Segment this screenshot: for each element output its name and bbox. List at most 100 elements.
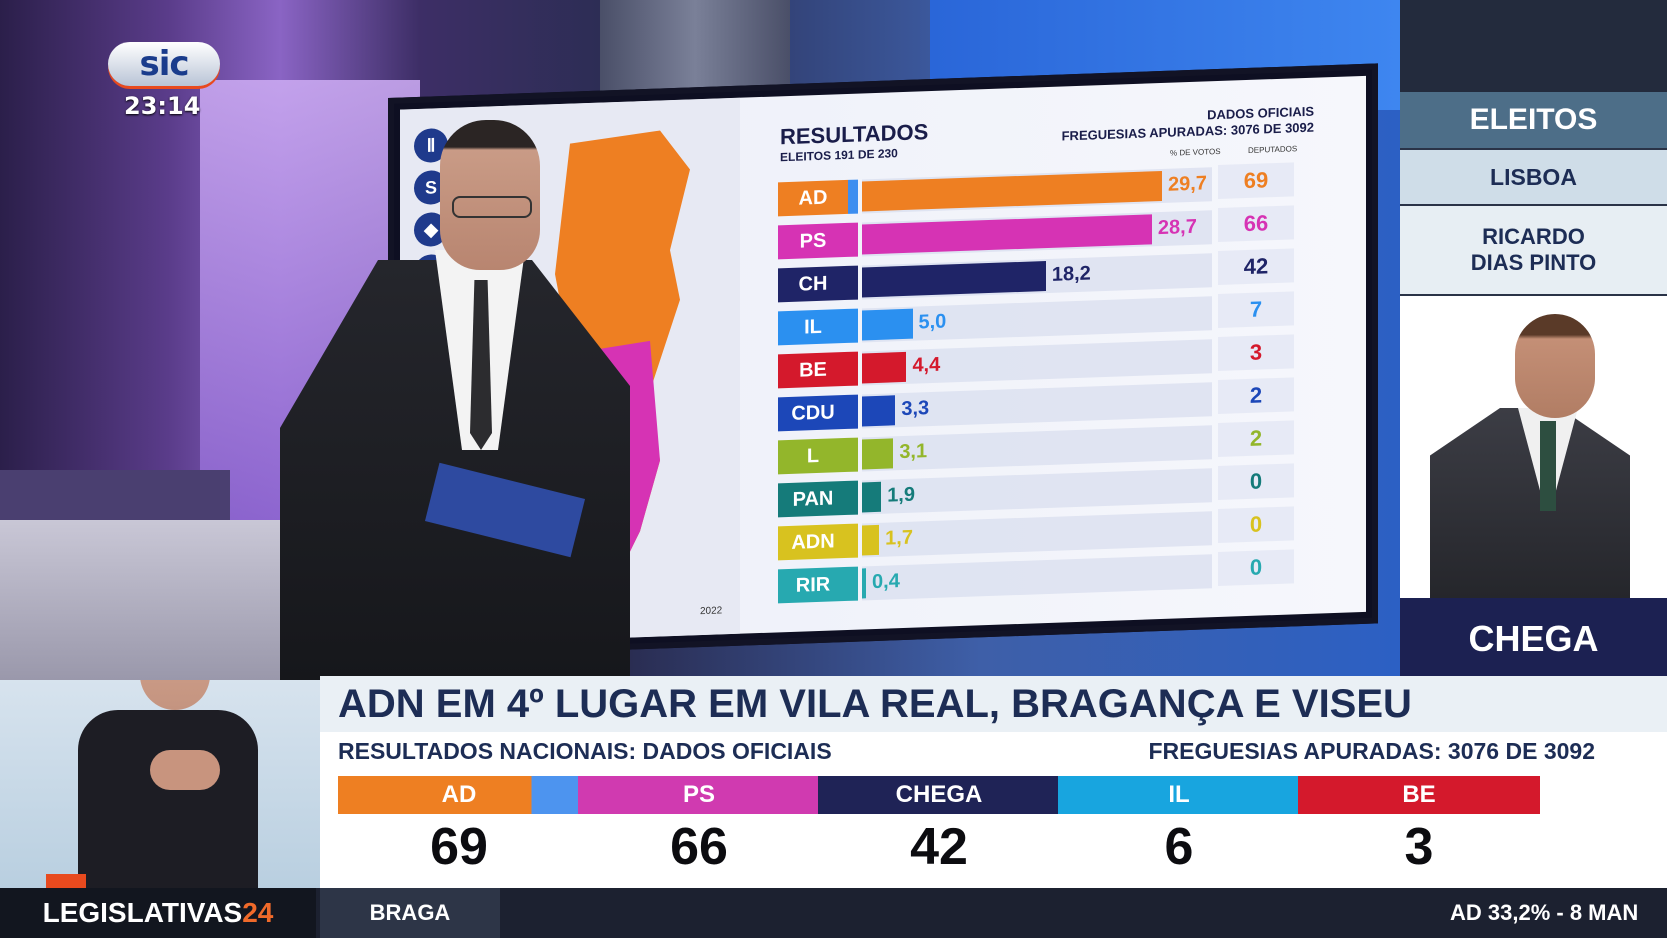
seat-tile-ps: PS 66 [578,776,820,880]
official-data-subtitle: FREGUESIAS APURADAS: 3076 DE 3092 [1061,119,1314,144]
elected-photo-head [1515,314,1595,418]
party-label: CH [778,265,848,303]
presenter-head [440,120,540,270]
news-ticker: LEGISLATIVAS 24 BRAGA AD 33,2% - 8 MAN [0,888,1667,938]
elected-district: LISBOA [1400,150,1667,204]
seat-tile-count: 6 [1164,818,1194,876]
seat-count: 2 [1218,377,1294,415]
national-results-label: RESULTADOS NACIONAIS: DADOS OFICIAIS [338,738,832,764]
party-accent-stripe [848,437,858,472]
elected-name-line2: DIAS PINTO [1470,250,1597,275]
elected-name-line1: RICARDO [1482,224,1585,249]
party-label: AD [778,179,848,217]
elected-name: RICARDO DIAS PINTO [1400,206,1667,294]
seat-count: 69 [1218,162,1294,200]
ticker-brand: LEGISLATIVAS 24 [0,888,316,938]
seat-count: 3 [1218,334,1294,372]
vote-bar-track: 3,1 [862,425,1212,472]
vote-bar-track: 0,4 [862,554,1212,601]
seat-tile-party: CHEGA [818,776,1060,814]
seat-tile-party: AD [338,776,580,814]
results-title: RESULTADOS [780,119,929,150]
vote-percentage: 1,9 [887,483,915,507]
presenter [280,120,630,680]
presenter-tie [470,280,492,450]
seat-tile-count: 42 [910,818,968,876]
vote-bar [862,395,896,427]
ticker-text: AD 33,2% - 8 MAN [1450,900,1639,925]
party-accent-stripe [848,222,858,257]
vote-bar-track: 5,0 [862,296,1212,343]
elected-party: CHEGA [1400,598,1667,680]
seat-tile-il: IL 6 [1058,776,1300,880]
broadcast-clock: 23:14 [124,92,201,120]
vote-bar-track: 1,9 [862,468,1212,515]
vote-percentage: 0,4 [872,570,900,594]
vote-percentage: 5,0 [918,310,947,334]
channel-logo: sic [108,42,220,86]
vote-bar [862,438,894,470]
vote-bar [862,214,1152,255]
party-accent-stripe [848,394,858,429]
vote-percentage: 18,2 [1051,262,1091,286]
seat-tile-count: 3 [1404,818,1434,876]
sign-language-interpreter [0,680,320,888]
party-label: L [778,437,848,475]
ticker-brand-number: 24 [242,897,274,928]
party-accent-stripe [848,308,858,343]
seat-tile-be: BE 3 [1298,776,1540,880]
parishes-counted-label: FREGUESIAS APURADAS: 3076 DE 3092 [1148,738,1595,764]
interpreter-tag [46,874,86,888]
seat-tile-party: BE [1298,776,1540,814]
seat-tile-chega: CHEGA 42 [818,776,1060,880]
seat-tile-count: 66 [670,818,728,876]
votes-column-header: % DE VOTOS [1170,146,1221,158]
party-accent-stripe [848,566,858,601]
vote-percentage: 1,7 [885,526,913,550]
vote-bar [862,170,1162,212]
vote-bar-track: 28,7 [862,210,1212,257]
seat-count: 66 [1218,205,1294,243]
seat-count: 0 [1218,549,1294,587]
interpreter-head [140,680,210,710]
seat-count: 42 [1218,248,1294,286]
seat-count: 7 [1218,291,1294,329]
interpreter-body [78,710,258,888]
party-label: BE [778,351,848,389]
vote-bar-track: 4,4 [862,339,1212,386]
seat-tile-party: IL [1058,776,1300,814]
vote-bar [862,481,882,513]
seat-count: 0 [1218,506,1294,544]
vote-percentage: 28,7 [1157,215,1197,240]
party-accent-stripe [848,179,858,214]
vote-bar-track: 3,3 [862,382,1212,429]
channel-logo-text: sic [139,44,189,84]
vote-percentage: 4,4 [912,353,941,377]
party-label: PS [778,222,848,260]
elected-panel-top [1400,0,1667,92]
seat-tile-ad: AD 69 [338,776,580,880]
ticker-brand-text: LEGISLATIVAS [42,897,243,928]
vote-percentage: 29,7 [1168,172,1207,196]
elected-photo-tie [1540,421,1556,511]
results-rows: AD 29,7 69 PS 28,7 66 CH 18,2 42 IL 5,0 7 BE 4,4 3 CDU 3… [778,162,1298,610]
headline: ADN EM 4º LUGAR EM VILA REAL, BRAGANÇA E… [320,676,1667,732]
seat-tile-party: PS [578,776,820,814]
seat-tile-count: 69 [430,818,488,876]
vote-bar-track: 29,7 [862,167,1212,214]
results-subtitle: ELEITOS 191 DE 230 [780,146,898,165]
elected-photo [1400,296,1667,598]
vote-bar [862,351,907,384]
elected-panel: ELEITOS LISBOA RICARDO DIAS PINTO CHEGA [1400,0,1667,680]
party-label: IL [778,308,848,346]
presenter-glasses [452,196,532,218]
vote-bar [862,568,867,599]
seat-count: 2 [1218,420,1294,458]
vote-bar-track: 18,2 [862,253,1212,300]
vote-bar [862,261,1046,298]
seats-column-header: DEPUTADOS [1248,144,1298,155]
party-label: CDU [778,394,848,432]
interpreter-hands [150,750,220,790]
vote-bar [862,308,913,341]
seat-count: 0 [1218,463,1294,501]
